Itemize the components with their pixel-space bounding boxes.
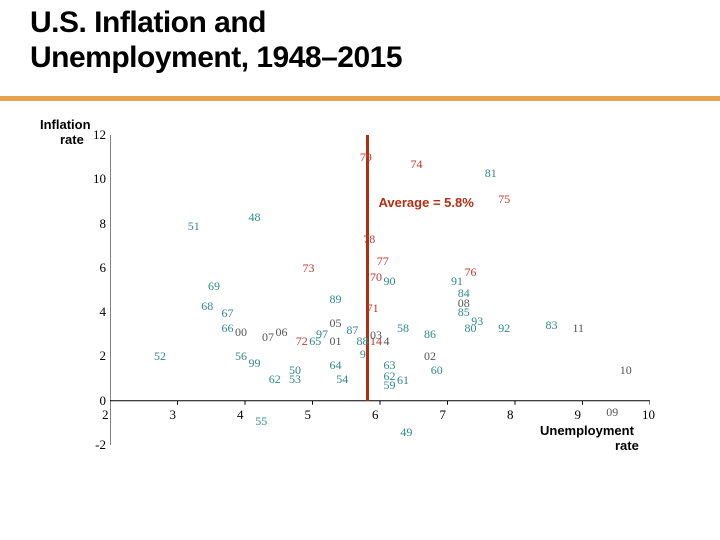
- year-99: 99: [249, 356, 261, 371]
- title-line-1: U.S. Inflation and: [30, 6, 266, 39]
- x-tick-6: 6: [372, 407, 379, 423]
- year-49: 49: [400, 425, 412, 440]
- x-tick-10: 10: [642, 407, 655, 423]
- x-tick-8: 8: [507, 407, 514, 423]
- year-90: 90: [384, 274, 396, 289]
- year-70: 70: [370, 270, 382, 285]
- year-01: 01: [330, 334, 342, 349]
- year-71: 71: [367, 301, 379, 316]
- year-86: 86: [424, 327, 436, 342]
- year-07: 07: [262, 330, 274, 345]
- year-62: 62: [269, 372, 281, 387]
- x-axis-label: Unemployment: [540, 423, 634, 438]
- year-10: 10: [620, 363, 632, 378]
- year-79: 79: [360, 150, 372, 165]
- year-06: 06: [276, 325, 288, 340]
- year-75: 75: [498, 192, 510, 207]
- year-89: 89: [330, 292, 342, 307]
- year-48: 48: [249, 210, 261, 225]
- year-81: 81: [485, 166, 497, 181]
- year-67: 67: [222, 306, 234, 321]
- year-4: 4: [384, 334, 390, 349]
- year-52: 52: [154, 349, 166, 364]
- year-72: 72: [296, 334, 308, 349]
- y-axis-label: Inflation: [40, 117, 91, 132]
- year-59: 59: [384, 378, 396, 393]
- year-73: 73: [303, 261, 315, 276]
- year-68: 68: [201, 299, 213, 314]
- x-axis-label-2: rate: [615, 438, 639, 453]
- year-78: 78: [363, 232, 375, 247]
- x-tick-7: 7: [440, 407, 447, 423]
- x-tick-4: 4: [237, 407, 244, 423]
- year-11: 11: [573, 321, 585, 336]
- year-92: 92: [498, 321, 510, 336]
- y-tick-8: 8: [80, 216, 106, 232]
- year-03: 03: [370, 328, 382, 343]
- average-label: Average = 5.8%: [379, 195, 474, 210]
- y-tick-2: 2: [80, 348, 106, 364]
- title-underline: [0, 96, 720, 101]
- year-53: 53: [289, 372, 301, 387]
- year-60: 60: [431, 363, 443, 378]
- phillips-scatter: -20246810122345678910InflationrateUnempl…: [110, 135, 650, 445]
- year-69: 69: [208, 279, 220, 294]
- year-55: 55: [255, 414, 267, 429]
- year-9: 9: [360, 347, 366, 362]
- year-85: 85: [458, 305, 470, 320]
- year-58: 58: [397, 321, 409, 336]
- x-tick-9: 9: [575, 407, 582, 423]
- slide: U.S. Inflation and Unemployment, 1948–20…: [0, 0, 720, 540]
- y-tick--2: -2: [80, 437, 106, 453]
- year-74: 74: [411, 157, 423, 172]
- average-line: [366, 135, 369, 401]
- year-93: 93: [471, 314, 483, 329]
- year-09: 09: [606, 405, 618, 420]
- year-76: 76: [465, 265, 477, 280]
- year-66: 66: [222, 321, 234, 336]
- year-77: 77: [377, 254, 389, 269]
- y-tick-10: 10: [80, 171, 106, 187]
- axes: [110, 135, 650, 445]
- year-00: 00: [235, 325, 247, 340]
- y-tick-6: 6: [80, 260, 106, 276]
- x-tick-3: 3: [170, 407, 177, 423]
- slide-title: U.S. Inflation and Unemployment, 1948–20…: [30, 6, 402, 75]
- year-83: 83: [546, 318, 558, 333]
- x-tick-5: 5: [305, 407, 312, 423]
- year-65: 65: [309, 334, 321, 349]
- y-axis-label-2: rate: [60, 132, 84, 147]
- title-line-2: Unemployment, 1948–2015: [30, 41, 402, 74]
- year-51: 51: [188, 219, 200, 234]
- year-61: 61: [397, 373, 409, 388]
- year-05: 05: [330, 316, 342, 331]
- year-54: 54: [336, 372, 348, 387]
- year-56: 56: [235, 349, 247, 364]
- y-tick-4: 4: [80, 304, 106, 320]
- x-tick-2: 2: [102, 407, 109, 423]
